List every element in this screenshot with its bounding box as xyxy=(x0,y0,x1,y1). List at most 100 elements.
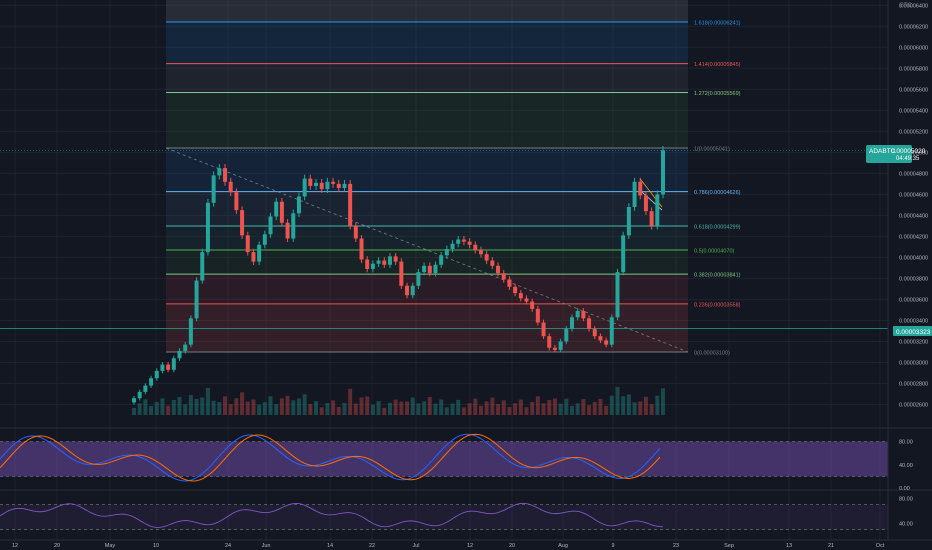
candle-body xyxy=(336,183,341,189)
candle-body xyxy=(575,310,580,318)
volume-bar xyxy=(387,402,392,415)
candle-body xyxy=(598,336,603,341)
candle-body xyxy=(279,201,284,223)
volume-bar xyxy=(325,403,330,415)
candle-body xyxy=(416,272,421,286)
fib-zone xyxy=(166,21,688,64)
volume-bars xyxy=(132,386,665,415)
price-axis[interactable]: 0.00006400 0.00006200 0.00006000 0.00005800… xyxy=(887,0,928,540)
volume-bar xyxy=(319,407,324,415)
candle-body xyxy=(558,341,563,350)
rsi-pane xyxy=(0,489,932,531)
candle-body xyxy=(467,241,472,245)
candle-body xyxy=(359,238,364,260)
time-axis[interactable]: 12 20 May 10 24 Jun 14 22 Jul 12 20 Aug 9 23 Sep 13 21 Oc… xyxy=(0,539,932,549)
volume-bar xyxy=(609,395,614,415)
price-tick-label: 0.00004200 xyxy=(899,234,928,240)
candle-body xyxy=(268,216,273,235)
volume-bar xyxy=(569,405,574,415)
volume-bar xyxy=(649,404,654,415)
volume-bar xyxy=(541,403,546,415)
fib-level-label: 0.382(0.00003841) xyxy=(694,273,741,279)
fib-zone xyxy=(166,191,688,226)
price-tick-label: 0.00002800 xyxy=(899,381,928,387)
volume-bar xyxy=(188,395,193,415)
volume-bar xyxy=(228,404,233,415)
symbol-label: ADABTC xyxy=(869,148,896,155)
candle-body xyxy=(217,168,222,176)
last-price-label: 0.00005020 xyxy=(891,148,926,155)
time-tick-label: 12 xyxy=(12,543,18,549)
volume-bar xyxy=(547,399,552,415)
volume-bar xyxy=(302,394,307,415)
fib-zone xyxy=(166,63,688,93)
volume-bar xyxy=(427,397,432,415)
time-tick-label: 12 xyxy=(467,543,473,549)
volume-bar xyxy=(342,402,347,415)
rsi-tick-label: 40.00 xyxy=(899,521,913,527)
fib-level-label: 0.236(0.00003558) xyxy=(694,302,741,308)
candle-body xyxy=(501,273,506,280)
fib-level-label: 0.786(0.00004626) xyxy=(694,190,741,196)
candle-body xyxy=(194,280,199,319)
rsi-line xyxy=(0,502,663,528)
fib-level-label: 0.5(0.00004070) xyxy=(694,249,735,255)
price-tick-label: 0.00004000 xyxy=(899,255,928,261)
stoch-k-line xyxy=(0,433,661,482)
price-tick-label: 0.00002600 xyxy=(899,402,928,408)
candle-body xyxy=(251,252,256,262)
candle-body xyxy=(370,263,375,269)
volume-bar xyxy=(478,405,483,415)
candle-body xyxy=(376,260,381,264)
volume-bar xyxy=(592,402,597,415)
volume-bar xyxy=(587,405,592,415)
candle-body xyxy=(621,235,626,273)
volume-bar xyxy=(450,403,455,415)
volume-bar xyxy=(655,395,660,415)
volume-bar xyxy=(245,401,250,415)
volume-bar xyxy=(558,403,563,415)
volume-bar xyxy=(132,407,136,415)
candle-body xyxy=(433,264,438,274)
volume-bar xyxy=(314,401,319,415)
volume-bar xyxy=(501,400,506,415)
volume-bar xyxy=(353,403,358,415)
candle-body xyxy=(456,239,461,244)
volume-bar xyxy=(359,397,364,415)
volume-bar xyxy=(615,386,620,415)
volume-bar xyxy=(507,407,512,415)
volume-bar xyxy=(308,404,313,415)
volume-bar xyxy=(137,403,142,415)
volume-bar xyxy=(177,397,182,415)
time-tick-label: 22 xyxy=(369,543,375,549)
candle-body xyxy=(342,183,347,189)
candle-body xyxy=(137,391,142,399)
volume-bar xyxy=(143,399,148,415)
candle-body xyxy=(245,235,250,253)
candle-body xyxy=(439,255,444,265)
volume-bar xyxy=(348,388,353,415)
volume-bar xyxy=(291,400,296,415)
price-tick-label: 0.00006000 xyxy=(899,45,928,51)
candle-body xyxy=(308,178,313,186)
volume-bar xyxy=(257,404,262,415)
candle-body xyxy=(490,260,495,266)
candle-body xyxy=(393,256,398,262)
time-tick-label: Jun xyxy=(262,543,271,549)
candle-body xyxy=(399,261,404,286)
candle-body xyxy=(262,234,267,245)
volume-bar xyxy=(183,404,188,415)
candle-body xyxy=(473,244,478,251)
candle-body xyxy=(444,249,449,256)
volume-bar xyxy=(240,392,245,415)
volume-bar xyxy=(376,401,381,415)
level-price-label: 0.00003323 xyxy=(896,329,931,336)
time-tick-label: Jul xyxy=(412,543,419,549)
price-badges: BTC ADABTC 0.00005020 04:49:35 0.0000332… xyxy=(866,3,932,336)
rsi-tick-label: 80.00 xyxy=(899,496,913,502)
time-tick-label: 24 xyxy=(225,543,231,549)
fib-level-label: 1(0.00005041) xyxy=(694,147,730,153)
time-tick-label: Aug xyxy=(558,543,568,549)
